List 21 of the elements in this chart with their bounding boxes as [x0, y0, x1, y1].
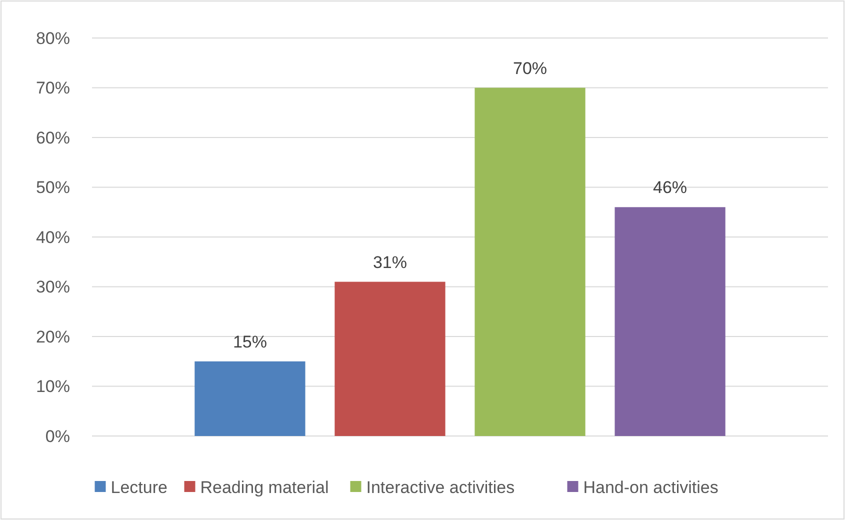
data-label: 70%	[513, 58, 548, 78]
bar	[334, 282, 446, 436]
legend-label: Hand-on activities	[583, 478, 718, 497]
data-label: 15%	[232, 332, 267, 352]
bar	[474, 88, 586, 436]
y-tick-label: 50%	[36, 178, 70, 198]
bar	[614, 207, 726, 436]
data-label: 31%	[372, 252, 407, 272]
y-tick-label: 70%	[36, 78, 70, 98]
legend-label: Interactive activities	[366, 478, 515, 497]
data-label: 46%	[653, 178, 688, 198]
y-tick-label: 80%	[36, 28, 70, 48]
y-tick-label: 10%	[36, 377, 70, 396]
bar	[194, 361, 306, 436]
y-tick-label: 30%	[36, 278, 70, 297]
y-tick-label: 60%	[36, 128, 70, 148]
legend-label: Lecture	[110, 478, 168, 497]
legend-label: Reading material	[200, 478, 329, 497]
y-tick-label: 20%	[36, 327, 70, 346]
y-tick-label: 40%	[36, 228, 70, 247]
y-tick-label: 0%	[45, 426, 70, 446]
